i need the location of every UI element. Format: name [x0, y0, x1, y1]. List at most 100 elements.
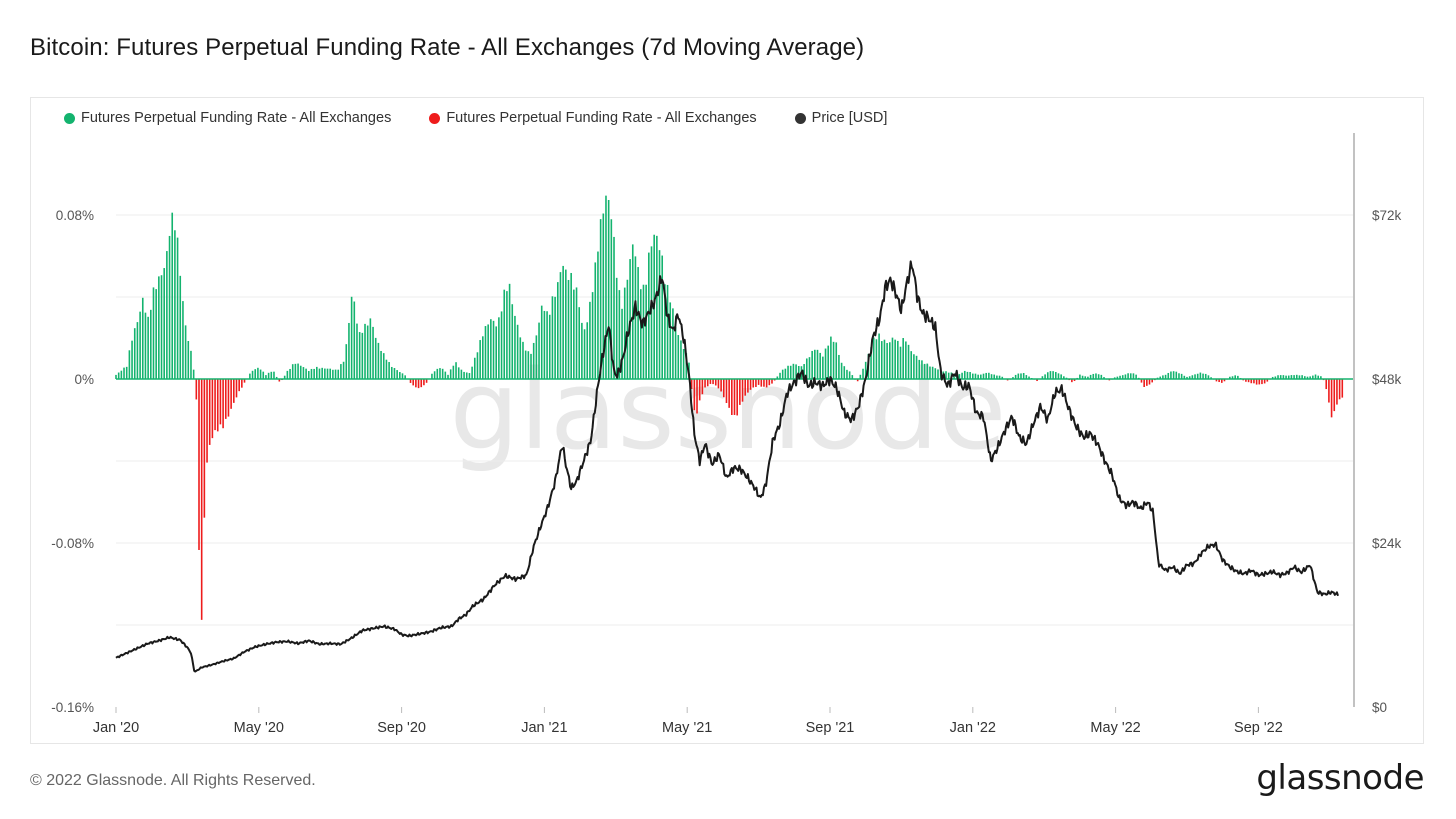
- funding-bar-positive: [969, 372, 971, 379]
- funding-bar-positive: [827, 345, 830, 379]
- funding-bar-negative: [1223, 379, 1226, 382]
- green-dot-icon: [64, 112, 75, 124]
- funding-bar-positive: [160, 275, 163, 379]
- funding-bar-positive: [565, 269, 567, 379]
- x-tick-label: May '20: [234, 720, 284, 736]
- funding-bar-positive: [1167, 372, 1170, 379]
- funding-bar-negative: [198, 379, 200, 550]
- funding-bar-positive: [184, 325, 187, 379]
- funding-bar-positive: [457, 367, 460, 379]
- funding-bar-positive: [605, 195, 607, 379]
- y-tick-label-right: $0: [1372, 700, 1387, 715]
- funding-bar-positive: [152, 287, 155, 379]
- y-axis-right: $72k $48k $24k $0: [1372, 208, 1402, 715]
- funding-bar-positive: [530, 353, 532, 379]
- funding-bar-positive: [832, 341, 835, 379]
- funding-bar-positive: [1188, 376, 1191, 379]
- funding-bar-positive: [345, 344, 348, 379]
- funding-bar-positive: [340, 364, 342, 379]
- funding-bar-positive: [463, 371, 465, 379]
- funding-bar-positive: [1237, 375, 1239, 379]
- funding-bar-positive: [1028, 376, 1030, 379]
- funding-bar-positive: [382, 353, 385, 379]
- funding-bar-positive: [358, 332, 361, 379]
- funding-bar-negative: [720, 379, 722, 392]
- funding-bar-positive: [1100, 374, 1103, 379]
- funding-bar-positive: [846, 369, 848, 379]
- legend-item-price[interactable]: Price [USD]: [794, 110, 887, 126]
- funding-bar-positive: [1014, 374, 1017, 379]
- funding-bar-positive: [1081, 375, 1084, 379]
- funding-bar-positive: [1092, 373, 1095, 379]
- funding-bar-negative: [238, 379, 240, 392]
- funding-bar-positive: [385, 359, 388, 379]
- funding-bar-negative: [1245, 379, 1247, 382]
- funding-bar-positive: [851, 375, 854, 379]
- legend-item-funding-positive[interactable]: Futures Perpetual Funding Rate - All Exc…: [64, 110, 391, 126]
- funding-bar-negative: [1071, 379, 1073, 383]
- funding-bar-positive: [396, 370, 398, 379]
- funding-bar-positive: [356, 323, 358, 379]
- funding-bar-positive: [166, 251, 168, 379]
- funding-bar-positive: [945, 371, 947, 379]
- funding-bar-positive: [816, 349, 819, 379]
- funding-bar-positive: [431, 373, 433, 379]
- funding-bar-positive: [131, 340, 133, 379]
- funding-bar-positive: [1204, 373, 1207, 379]
- y-tick-label-left: 0.08%: [56, 208, 94, 223]
- funding-bar-positive: [369, 318, 372, 379]
- funding-bar-positive: [297, 363, 299, 379]
- funding-bar-negative: [771, 379, 773, 384]
- funding-bar-positive: [599, 219, 602, 379]
- funding-bar-negative: [704, 379, 706, 388]
- funding-bar-positive: [1183, 375, 1186, 379]
- funding-bar-negative: [425, 379, 428, 383]
- funding-bar-positive: [1320, 376, 1322, 379]
- funding-bar-positive: [342, 361, 345, 379]
- funding-bar-positive: [889, 342, 891, 379]
- funding-bar-positive: [1295, 374, 1298, 379]
- funding-bar-positive: [779, 372, 781, 379]
- legend-item-funding-negative[interactable]: Futures Perpetual Funding Rate - All Exc…: [429, 110, 757, 126]
- funding-bar-positive: [808, 357, 811, 379]
- funding-bar-positive: [452, 365, 455, 379]
- funding-bar-positive: [267, 372, 270, 379]
- funding-bar-positive: [972, 373, 974, 379]
- funding-bar-positive: [921, 360, 923, 379]
- funding-bar-negative: [768, 379, 771, 386]
- x-tick-label: May '22: [1090, 720, 1140, 736]
- funding-bar-positive: [1287, 375, 1290, 379]
- funding-bar-positive: [1025, 375, 1028, 379]
- funding-bar-positive: [674, 327, 677, 379]
- funding-bar-negative: [760, 379, 763, 387]
- funding-bar-positive: [1282, 375, 1285, 379]
- funding-bar-negative: [1261, 379, 1263, 385]
- funding-bar-positive: [637, 267, 639, 379]
- funding-bar-negative: [763, 379, 765, 387]
- funding-bar-positive: [1293, 375, 1295, 379]
- funding-bar-positive: [586, 322, 589, 379]
- funding-bar-positive: [963, 370, 966, 379]
- brand-logo: glassnode: [1256, 758, 1424, 798]
- funding-bar-negative: [1247, 379, 1250, 383]
- funding-bar-positive: [1306, 376, 1309, 379]
- funding-bar-positive: [441, 368, 444, 379]
- funding-bar-positive: [824, 348, 827, 379]
- funding-bar-negative: [222, 379, 224, 429]
- funding-bar-positive: [377, 342, 380, 379]
- funding-bar-positive: [147, 316, 149, 379]
- y-axis-left: 0.08% 0% -0.08% -0.16%: [51, 208, 94, 715]
- x-tick-label: Jan '21: [521, 720, 567, 736]
- funding-bar-positive: [479, 340, 481, 379]
- funding-bar-negative: [773, 379, 776, 381]
- funding-bar-positive: [524, 350, 527, 379]
- funding-bar-positive: [648, 252, 650, 379]
- funding-bar-negative: [1338, 379, 1341, 400]
- funding-bar-positive: [265, 375, 267, 379]
- funding-bar-positive: [792, 363, 795, 379]
- funding-bar-positive: [1314, 374, 1317, 379]
- funding-bar-positive: [532, 342, 535, 379]
- funding-bar-positive: [1095, 373, 1097, 379]
- funding-bar-positive: [591, 292, 594, 379]
- funding-bar-positive: [1229, 376, 1231, 379]
